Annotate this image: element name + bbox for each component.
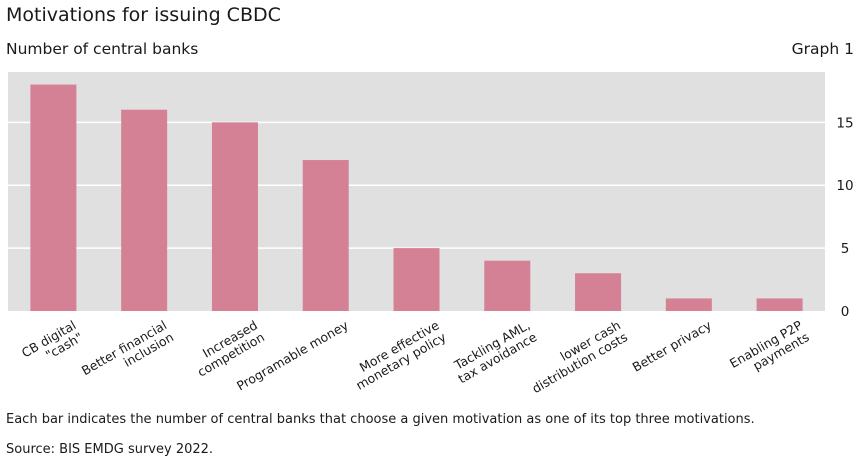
x-category-label: Better financialinclusion [79, 317, 176, 390]
y-tick-label: 5 [841, 241, 850, 257]
y-tick-label: 15 [836, 115, 853, 131]
bar [756, 298, 803, 311]
y-tick-label: 10 [836, 178, 853, 194]
chart-note: Each bar indicates the number of central… [6, 412, 755, 427]
graph-number: Graph 1 [791, 40, 854, 58]
y-tick-label: 0 [841, 304, 850, 320]
chart-subtitle: Number of central banks [6, 40, 199, 58]
chart-title: Motivations for issuing CBDC [6, 4, 281, 26]
bar [211, 122, 258, 311]
bar [302, 160, 349, 311]
bar [665, 298, 712, 311]
bar [30, 84, 77, 311]
x-category-label: More effectivemonetary policy [346, 317, 449, 393]
bar [121, 109, 168, 311]
x-category-label: Enabling P2Ppayments [727, 317, 812, 383]
x-category-label: Better privacy [630, 317, 715, 375]
chart-source: Source: BIS EMDG survey 2022. [6, 442, 214, 457]
x-category-label: CB digital"cash" [19, 317, 85, 372]
x-category-label: Tackling AML,tax avoidance [449, 317, 540, 386]
bar [484, 260, 531, 311]
x-category-label: lower cashdistribution costs [522, 317, 630, 396]
bar [575, 273, 622, 311]
bar [393, 248, 440, 311]
bar-chart: 0 5 10 15 CB digital"cash"Better financialin… [8, 72, 854, 396]
